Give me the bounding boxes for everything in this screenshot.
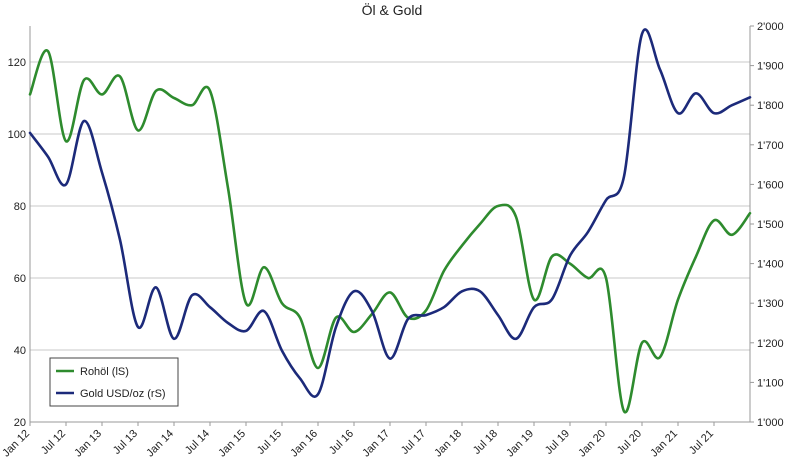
x-tick-label: Jul 15 — [255, 428, 284, 457]
x-tick-label: Jul 14 — [183, 428, 212, 457]
left-tick-label: 100 — [8, 129, 26, 141]
x-tick-label: Jul 13 — [111, 428, 140, 457]
x-tick-label: Jul 18 — [471, 428, 500, 457]
x-tick-label: Jan 20 — [576, 428, 608, 460]
legend-item-crude-oil: Rohöl (lS) — [80, 366, 129, 378]
x-tick-label: Jan 16 — [288, 428, 320, 460]
left-tick-label: 60 — [14, 273, 26, 285]
legend-box — [49, 357, 179, 407]
legend-item-gold: Gold USD/oz (rS) — [80, 388, 166, 400]
x-tick-label: Jul 16 — [327, 428, 356, 457]
right-tick-label: 1'500 — [757, 219, 784, 231]
right-tick-label: 1'100 — [757, 377, 784, 389]
x-tick-label: Jul 12 — [39, 428, 68, 457]
x-tick-label: Jan 12 — [0, 428, 32, 460]
chart-title: Öl & Gold — [362, 1, 423, 18]
series-layer — [28, 28, 752, 414]
x-tick-label: Jan 21 — [648, 428, 680, 460]
left-tick-label: 40 — [14, 345, 26, 357]
x-tick-label: Jan 18 — [432, 428, 464, 460]
right-tick-label: 1'000 — [757, 417, 784, 429]
right-tick-label: 1'700 — [757, 140, 784, 152]
x-tick-label: Jan 15 — [216, 428, 248, 460]
right-y-axis: 1'000 1'100 1'200 1'300 1'400 1'500 1'600 1'700… — [750, 21, 784, 429]
x-tick-label: Jan 14 — [144, 428, 176, 460]
left-y-axis: 20 40 60 80 100 120 — [8, 57, 26, 429]
x-tick-label: Jul 20 — [615, 428, 644, 457]
left-tick-label: 120 — [8, 57, 26, 69]
right-tick-label: 2'000 — [757, 21, 784, 33]
x-axis: Jan 12 Jul 12 Jan 13 Jul 13 Jan 14 Jul 14 Jan … — [0, 422, 716, 459]
right-tick-label: 1'600 — [757, 179, 784, 191]
x-tick-label: Jan 13 — [72, 428, 104, 460]
series-line-gold — [28, 28, 752, 398]
x-tick-label: Jul 21 — [687, 428, 716, 457]
right-tick-label: 1'300 — [757, 298, 784, 310]
right-tick-label: 1'900 — [757, 61, 784, 73]
left-tick-label: 80 — [14, 201, 26, 213]
x-tick-label: Jul 19 — [543, 428, 572, 457]
right-tick-label: 1'200 — [757, 338, 784, 350]
x-tick-label: Jan 19 — [504, 428, 536, 460]
right-tick-label: 1'400 — [757, 259, 784, 271]
series-line-crude-oil — [28, 49, 752, 414]
x-tick-label: Jan 17 — [360, 428, 392, 460]
left-tick-label: 20 — [14, 417, 26, 429]
right-tick-label: 1'800 — [757, 100, 784, 112]
x-tick-label: Jul 17 — [399, 428, 428, 457]
legend: Rohöl (lS) Gold USD/oz (rS) — [49, 357, 179, 407]
